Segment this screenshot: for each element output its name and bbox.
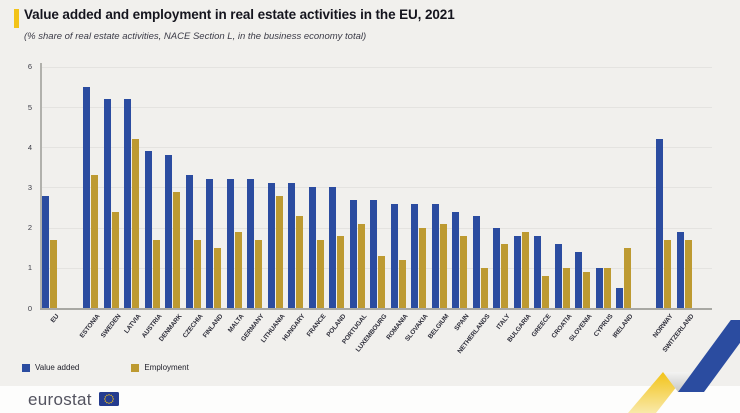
bar-value-added-cyprus — [595, 267, 603, 308]
arrow-blue-segment — [678, 320, 740, 392]
employment-swatch-icon — [131, 363, 140, 372]
bar-employment-eu — [50, 239, 57, 308]
bar-employment-croatia — [562, 267, 570, 308]
bar-value-added-bulgaria — [513, 235, 521, 308]
bar-employment-netherlands — [480, 267, 488, 308]
bar-employment-france — [316, 239, 324, 308]
y-axis-tick-3: 3 — [27, 182, 32, 192]
title-accent-bar — [14, 9, 19, 28]
gridline-6 — [40, 66, 712, 68]
bar-employment-romania — [398, 259, 406, 308]
y-axis-tick-2: 2 — [27, 223, 32, 233]
bar-value-added-belgium — [431, 203, 439, 308]
trend-arrow-decoration — [628, 320, 740, 413]
bar-employment-slovakia — [419, 227, 426, 308]
bar-value-added-latvia — [124, 99, 131, 308]
bar-employment-switzerland — [684, 239, 692, 308]
bar-value-added-norway — [656, 139, 663, 308]
bar-value-added-eu — [42, 195, 49, 308]
bar-employment-denmark — [173, 191, 180, 308]
gridline-4 — [40, 147, 712, 149]
bar-value-added-netherlands — [472, 215, 480, 308]
legend-label: Value added — [35, 363, 80, 372]
footer-bar: eurostat — [0, 386, 740, 413]
bar-value-added-slovakia — [411, 203, 418, 308]
y-axis-tick-4: 4 — [27, 142, 32, 152]
eu-flag-stars — [104, 394, 114, 404]
bar-value-added-luxembourg — [370, 199, 377, 308]
y-axis-tick-6: 6 — [27, 62, 32, 72]
bar-employment-germany — [255, 239, 262, 308]
value-added-swatch-icon — [22, 363, 30, 372]
bar-employment-italy — [501, 243, 508, 308]
bar-employment-estonia — [91, 175, 98, 308]
bar-value-added-france — [308, 187, 316, 308]
bar-value-added-sweden — [103, 99, 111, 308]
page-subtitle: (% share of real estate activities, NACE… — [24, 31, 367, 42]
bar-employment-finland — [214, 247, 221, 308]
bar-employment-spain — [460, 235, 467, 308]
bar-employment-czechia — [193, 239, 201, 308]
bar-value-added-portugal — [349, 199, 357, 308]
bar-value-added-estonia — [83, 87, 90, 308]
bar-value-added-finland — [206, 179, 213, 308]
bar-value-added-hungary — [288, 183, 295, 308]
y-axis-tick-0: 0 — [27, 303, 32, 313]
bar-employment-ireland — [624, 247, 631, 308]
gridline-3 — [40, 187, 712, 189]
bar-employment-lithuania — [275, 195, 283, 308]
legend-label: Employment — [144, 363, 189, 372]
bar-employment-hungary — [296, 215, 303, 308]
bar-employment-luxembourg — [378, 255, 385, 308]
legend-item-employment: Employment — [131, 363, 189, 372]
chart-legend: Value added Employment — [22, 363, 189, 372]
bar-employment-cyprus — [603, 267, 611, 308]
y-axis-line — [40, 63, 42, 308]
bar-employment-malta — [234, 231, 242, 308]
bar-value-added-lithuania — [267, 183, 275, 308]
bar-value-added-switzerland — [676, 231, 684, 308]
y-axis-tick-5: 5 — [27, 102, 32, 112]
gridline-5 — [40, 107, 712, 109]
bar-value-added-austria — [144, 151, 152, 308]
bar-value-added-slovenia — [575, 251, 582, 308]
bar-value-added-romania — [390, 203, 398, 308]
bar-value-added-spain — [452, 211, 459, 308]
bar-employment-latvia — [132, 139, 139, 308]
eu-flag-logo — [99, 392, 119, 406]
bar-employment-greece — [542, 275, 549, 308]
eurostat-wordmark: eurostat — [28, 390, 92, 409]
bar-value-added-denmark — [165, 155, 172, 308]
page-title: Value added and employment in real estat… — [24, 7, 455, 22]
bar-employment-norway — [664, 239, 671, 308]
bar-value-added-czechia — [185, 175, 193, 308]
bar-employment-slovenia — [583, 271, 590, 308]
x-axis-line — [40, 308, 712, 310]
bar-value-added-ireland — [616, 287, 623, 308]
y-axis-tick-1: 1 — [27, 263, 32, 273]
bar-employment-bulgaria — [521, 231, 529, 308]
legend-item-value-added: Value added — [22, 363, 79, 372]
bar-value-added-greece — [534, 235, 541, 308]
bar-employment-poland — [337, 235, 344, 308]
bar-employment-belgium — [439, 223, 447, 308]
bar-employment-sweden — [111, 211, 119, 308]
bar-value-added-italy — [493, 227, 500, 308]
bar-value-added-croatia — [554, 243, 562, 308]
bar-value-added-malta — [226, 179, 234, 308]
bar-value-added-poland — [329, 187, 336, 308]
bar-value-added-germany — [247, 179, 254, 308]
bar-employment-portugal — [357, 223, 365, 308]
bar-employment-austria — [152, 239, 160, 308]
